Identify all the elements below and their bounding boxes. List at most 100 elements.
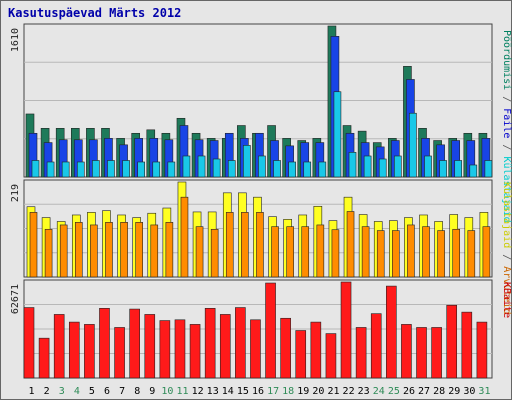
chart-title: Kasutuspäevad Märts 2012 bbox=[8, 6, 182, 20]
bar-kbaite-12 bbox=[189, 324, 201, 379]
bar-arvuteid-28 bbox=[437, 230, 445, 278]
legend-entry-2-1: Külastajaid bbox=[501, 182, 512, 248]
bar-külastajaid-14 bbox=[227, 160, 236, 178]
x-tick-label-2: 2 bbox=[44, 386, 50, 397]
bar-külastajaid-23 bbox=[363, 155, 372, 178]
bar-külastajaid-22 bbox=[348, 152, 357, 178]
bar-kbaite-2 bbox=[38, 337, 50, 379]
bar-kbaite-17 bbox=[265, 282, 276, 379]
bar-kbaite-26 bbox=[401, 324, 412, 379]
bar-külastajaid-19 bbox=[303, 161, 312, 178]
bar-kbaite-13 bbox=[204, 307, 216, 379]
x-tick-label-29: 29 bbox=[448, 386, 460, 397]
bar-külastajaid-25 bbox=[394, 155, 402, 178]
bar-arvuteid-21 bbox=[331, 229, 340, 278]
bar-arvuteid-2 bbox=[44, 228, 53, 278]
bar-kbaite-8 bbox=[129, 308, 140, 379]
bar-külastajaid-26 bbox=[409, 112, 417, 178]
bar-kbaite-19 bbox=[295, 330, 307, 379]
bar-kbaite-29 bbox=[446, 304, 458, 379]
bar-kbaite-27 bbox=[416, 327, 427, 379]
bar-arvuteid-4 bbox=[74, 222, 83, 278]
bar-külastajaid-4 bbox=[76, 161, 85, 178]
x-tick-label-19: 19 bbox=[297, 386, 309, 397]
bar-arvuteid-11 bbox=[180, 196, 189, 278]
x-tick-label-10: 10 bbox=[161, 386, 173, 397]
x-tick-label-27: 27 bbox=[418, 386, 430, 397]
bar-arvuteid-5 bbox=[90, 224, 98, 278]
bar-kbaite-1 bbox=[23, 307, 35, 379]
x-tick-label-9: 9 bbox=[149, 386, 155, 397]
bar-arvuteid-24 bbox=[376, 230, 385, 278]
legend-entry-2-3: Arvuteid bbox=[501, 266, 512, 314]
bar-arvuteid-1 bbox=[29, 212, 38, 278]
bar-külastajaid-5 bbox=[92, 160, 100, 178]
bar-külastajaid-3 bbox=[61, 161, 70, 178]
bar-kbaite-16 bbox=[250, 319, 261, 379]
bar-kbaite-6 bbox=[99, 307, 110, 379]
x-tick-label-21: 21 bbox=[327, 386, 339, 397]
bar-külastajaid-16 bbox=[258, 155, 266, 178]
bar-kbaite-31 bbox=[476, 321, 488, 379]
bar-arvuteid-10 bbox=[165, 222, 174, 278]
x-tick-label-28: 28 bbox=[433, 386, 445, 397]
bar-kbaite-5 bbox=[84, 324, 95, 379]
bar-külastajaid-24 bbox=[378, 158, 387, 178]
bar-külastajaid-28 bbox=[439, 160, 447, 178]
bar-külastajaid-30 bbox=[469, 164, 478, 178]
bar-arvuteid-19 bbox=[301, 226, 310, 278]
x-tick-label-30: 30 bbox=[463, 386, 475, 397]
x-tick-label-23: 23 bbox=[358, 386, 370, 397]
bar-arvuteid-12 bbox=[195, 226, 204, 278]
bar-kbaite-21 bbox=[325, 333, 337, 379]
bar-külastajaid-21 bbox=[333, 91, 342, 178]
x-tick-label-1: 1 bbox=[29, 386, 35, 397]
legend-3: KBaite bbox=[501, 282, 512, 318]
bar-arvuteid-8 bbox=[135, 222, 143, 278]
bar-külastajaid-11 bbox=[182, 155, 191, 178]
bar-arvuteid-9 bbox=[150, 224, 159, 278]
bar-kbaite-11 bbox=[174, 319, 186, 379]
bar-kbaite-9 bbox=[144, 314, 156, 379]
bar-külastajaid-10 bbox=[167, 161, 176, 178]
legend-entry-2-2: / bbox=[501, 248, 512, 266]
bar-arvuteid-27 bbox=[422, 226, 430, 278]
legend-entry-1-3: Faile bbox=[501, 108, 512, 138]
x-tick-label-22: 22 bbox=[343, 386, 355, 397]
bar-kbaite-7 bbox=[114, 327, 125, 379]
bar-kbaite-3 bbox=[53, 314, 65, 379]
bar-arvuteid-17 bbox=[271, 226, 279, 278]
bar-arvuteid-31 bbox=[482, 226, 491, 278]
legend-entry-3-1: KBaite bbox=[501, 282, 512, 318]
x-tick-label-12: 12 bbox=[192, 386, 204, 397]
legend-entry-1-5: Külastajaid bbox=[501, 156, 512, 222]
bar-kbaite-18 bbox=[280, 317, 291, 379]
x-tick-label-31: 31 bbox=[478, 386, 490, 397]
bar-külastajaid-7 bbox=[122, 160, 130, 178]
bar-arvuteid-23 bbox=[361, 226, 370, 278]
bar-külastajaid-17 bbox=[273, 160, 281, 178]
y-axis-max-label-3: 62671 bbox=[10, 284, 21, 314]
bar-arvuteid-14 bbox=[225, 212, 234, 278]
x-tick-label-15: 15 bbox=[237, 386, 249, 397]
bar-arvuteid-16 bbox=[256, 212, 264, 278]
bar-külastajaid-12 bbox=[197, 155, 206, 178]
bar-kbaite-24 bbox=[370, 313, 382, 379]
x-tick-label-4: 4 bbox=[74, 386, 80, 397]
bar-külastajaid-9 bbox=[152, 161, 161, 178]
x-tick-label-18: 18 bbox=[282, 386, 294, 397]
bar-kbaite-23 bbox=[355, 327, 367, 379]
bar-külastajaid-27 bbox=[424, 155, 432, 178]
bar-külastajaid-15 bbox=[243, 145, 251, 178]
bar-arvuteid-15 bbox=[241, 212, 249, 278]
legend-1: Pöördumisi / Faile / Külastajaid bbox=[501, 30, 512, 223]
x-tick-label-6: 6 bbox=[104, 386, 110, 397]
bar-kbaite-14 bbox=[219, 314, 231, 379]
x-tick-label-14: 14 bbox=[222, 386, 234, 397]
bar-külastajaid-6 bbox=[107, 160, 115, 178]
x-tick-label-25: 25 bbox=[388, 386, 400, 397]
legend-entry-1-2: / bbox=[501, 90, 512, 108]
bar-kbaite-22 bbox=[340, 281, 352, 379]
bar-külastajaid-31 bbox=[484, 160, 493, 178]
